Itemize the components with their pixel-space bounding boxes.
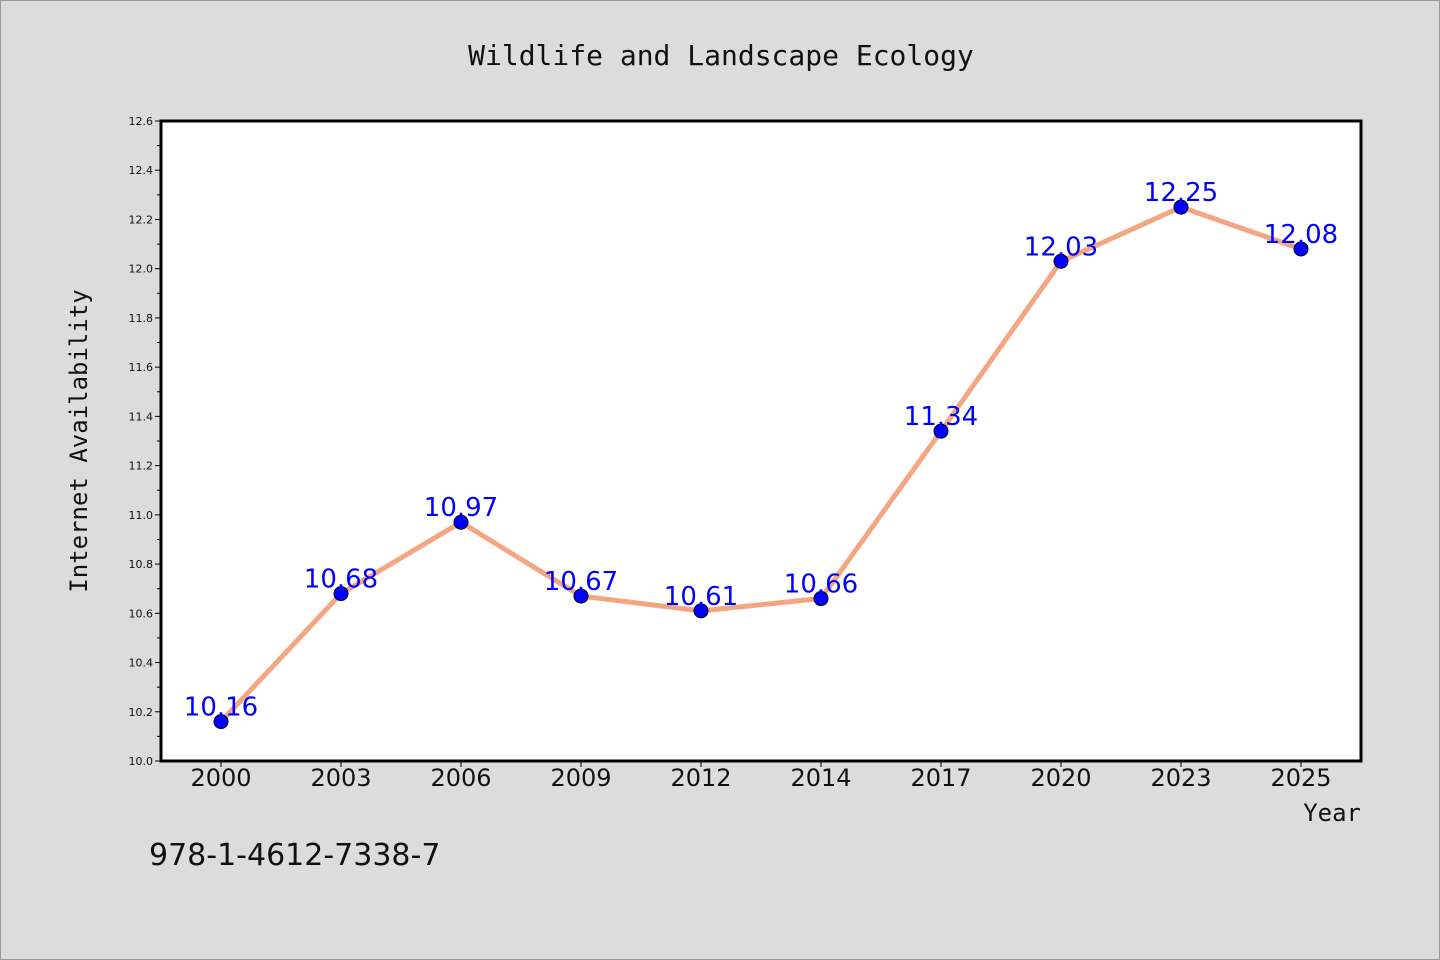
y-tick-label: 11.8 <box>129 312 154 325</box>
y-tick-label: 12.2 <box>129 213 154 226</box>
plot-area <box>159 119 1363 763</box>
data-point-label: 10.66 <box>784 570 858 600</box>
x-axis-label: Year <box>1303 799 1361 827</box>
y-tick-label: 12.0 <box>129 263 154 276</box>
y-tick-label: 10.8 <box>129 558 154 571</box>
x-tick-label: 2017 <box>910 764 971 792</box>
data-point-marker <box>1293 241 1309 257</box>
data-point-marker <box>213 714 229 730</box>
y-tick-label: 11.4 <box>129 410 154 423</box>
data-point-label: 10.67 <box>544 567 618 597</box>
data-point-label: 10.97 <box>424 493 498 523</box>
x-tick-label: 2012 <box>670 764 731 792</box>
data-point-markers <box>213 199 1309 730</box>
data-point-label: 10.61 <box>664 582 738 612</box>
y-tick-label: 10.2 <box>129 706 154 719</box>
x-tick-label: 2000 <box>190 764 251 792</box>
x-tick-label: 2009 <box>550 764 611 792</box>
x-tick-label: 2014 <box>790 764 851 792</box>
data-point-label: 12.25 <box>1144 178 1218 208</box>
x-tick-label: 2023 <box>1150 764 1211 792</box>
data-point-label: 11.34 <box>904 402 978 432</box>
x-tick-label: 2020 <box>1030 764 1091 792</box>
data-point-marker <box>693 603 709 619</box>
data-point-label: 12.08 <box>1264 220 1338 250</box>
x-tick-label: 2025 <box>1270 764 1331 792</box>
data-point-marker <box>573 588 589 604</box>
y-tick-label: 11.2 <box>129 460 154 473</box>
x-tick-label: 2006 <box>430 764 491 792</box>
data-point-label: 12.03 <box>1024 232 1098 262</box>
data-point-marker <box>1053 253 1069 269</box>
data-point-marker <box>453 514 469 530</box>
data-point-labels: 10.16 10.68 10.97 10.67 10.61 10.66 11.34 12.03… <box>184 178 1338 722</box>
y-axis-label: Internet Availability <box>65 289 93 592</box>
y-tick-label: 12.4 <box>129 164 154 177</box>
data-point-label: 10.16 <box>184 693 258 723</box>
y-tick-label: 10.6 <box>129 607 154 620</box>
data-point-label: 10.68 <box>304 565 378 595</box>
y-tick-label: 10.0 <box>129 755 154 768</box>
y-axis-ticks: 10.0 10.2 10.4 10.6 10.8 11.0 11.2 11.4 11.6 11.8… <box>129 115 161 768</box>
data-point-marker <box>333 586 349 602</box>
data-point-marker <box>813 591 829 607</box>
isbn-text: 978-1-4612-7338-7 <box>149 838 440 873</box>
x-tick-label: 2003 <box>310 764 371 792</box>
y-tick-label: 11.6 <box>129 361 154 374</box>
y-tick-label: 11.0 <box>129 509 154 522</box>
data-point-marker <box>1173 199 1189 215</box>
chart-title: Wildlife and Landscape Ecology <box>468 39 974 72</box>
x-axis-ticks: 2000 2003 2006 2009 2012 2014 2017 2020 2023 2025 <box>190 761 1332 792</box>
data-point-marker <box>933 423 949 439</box>
y-tick-label: 12.6 <box>129 115 154 128</box>
y-tick-label: 10.4 <box>129 657 154 670</box>
series-line <box>218 204 1304 725</box>
